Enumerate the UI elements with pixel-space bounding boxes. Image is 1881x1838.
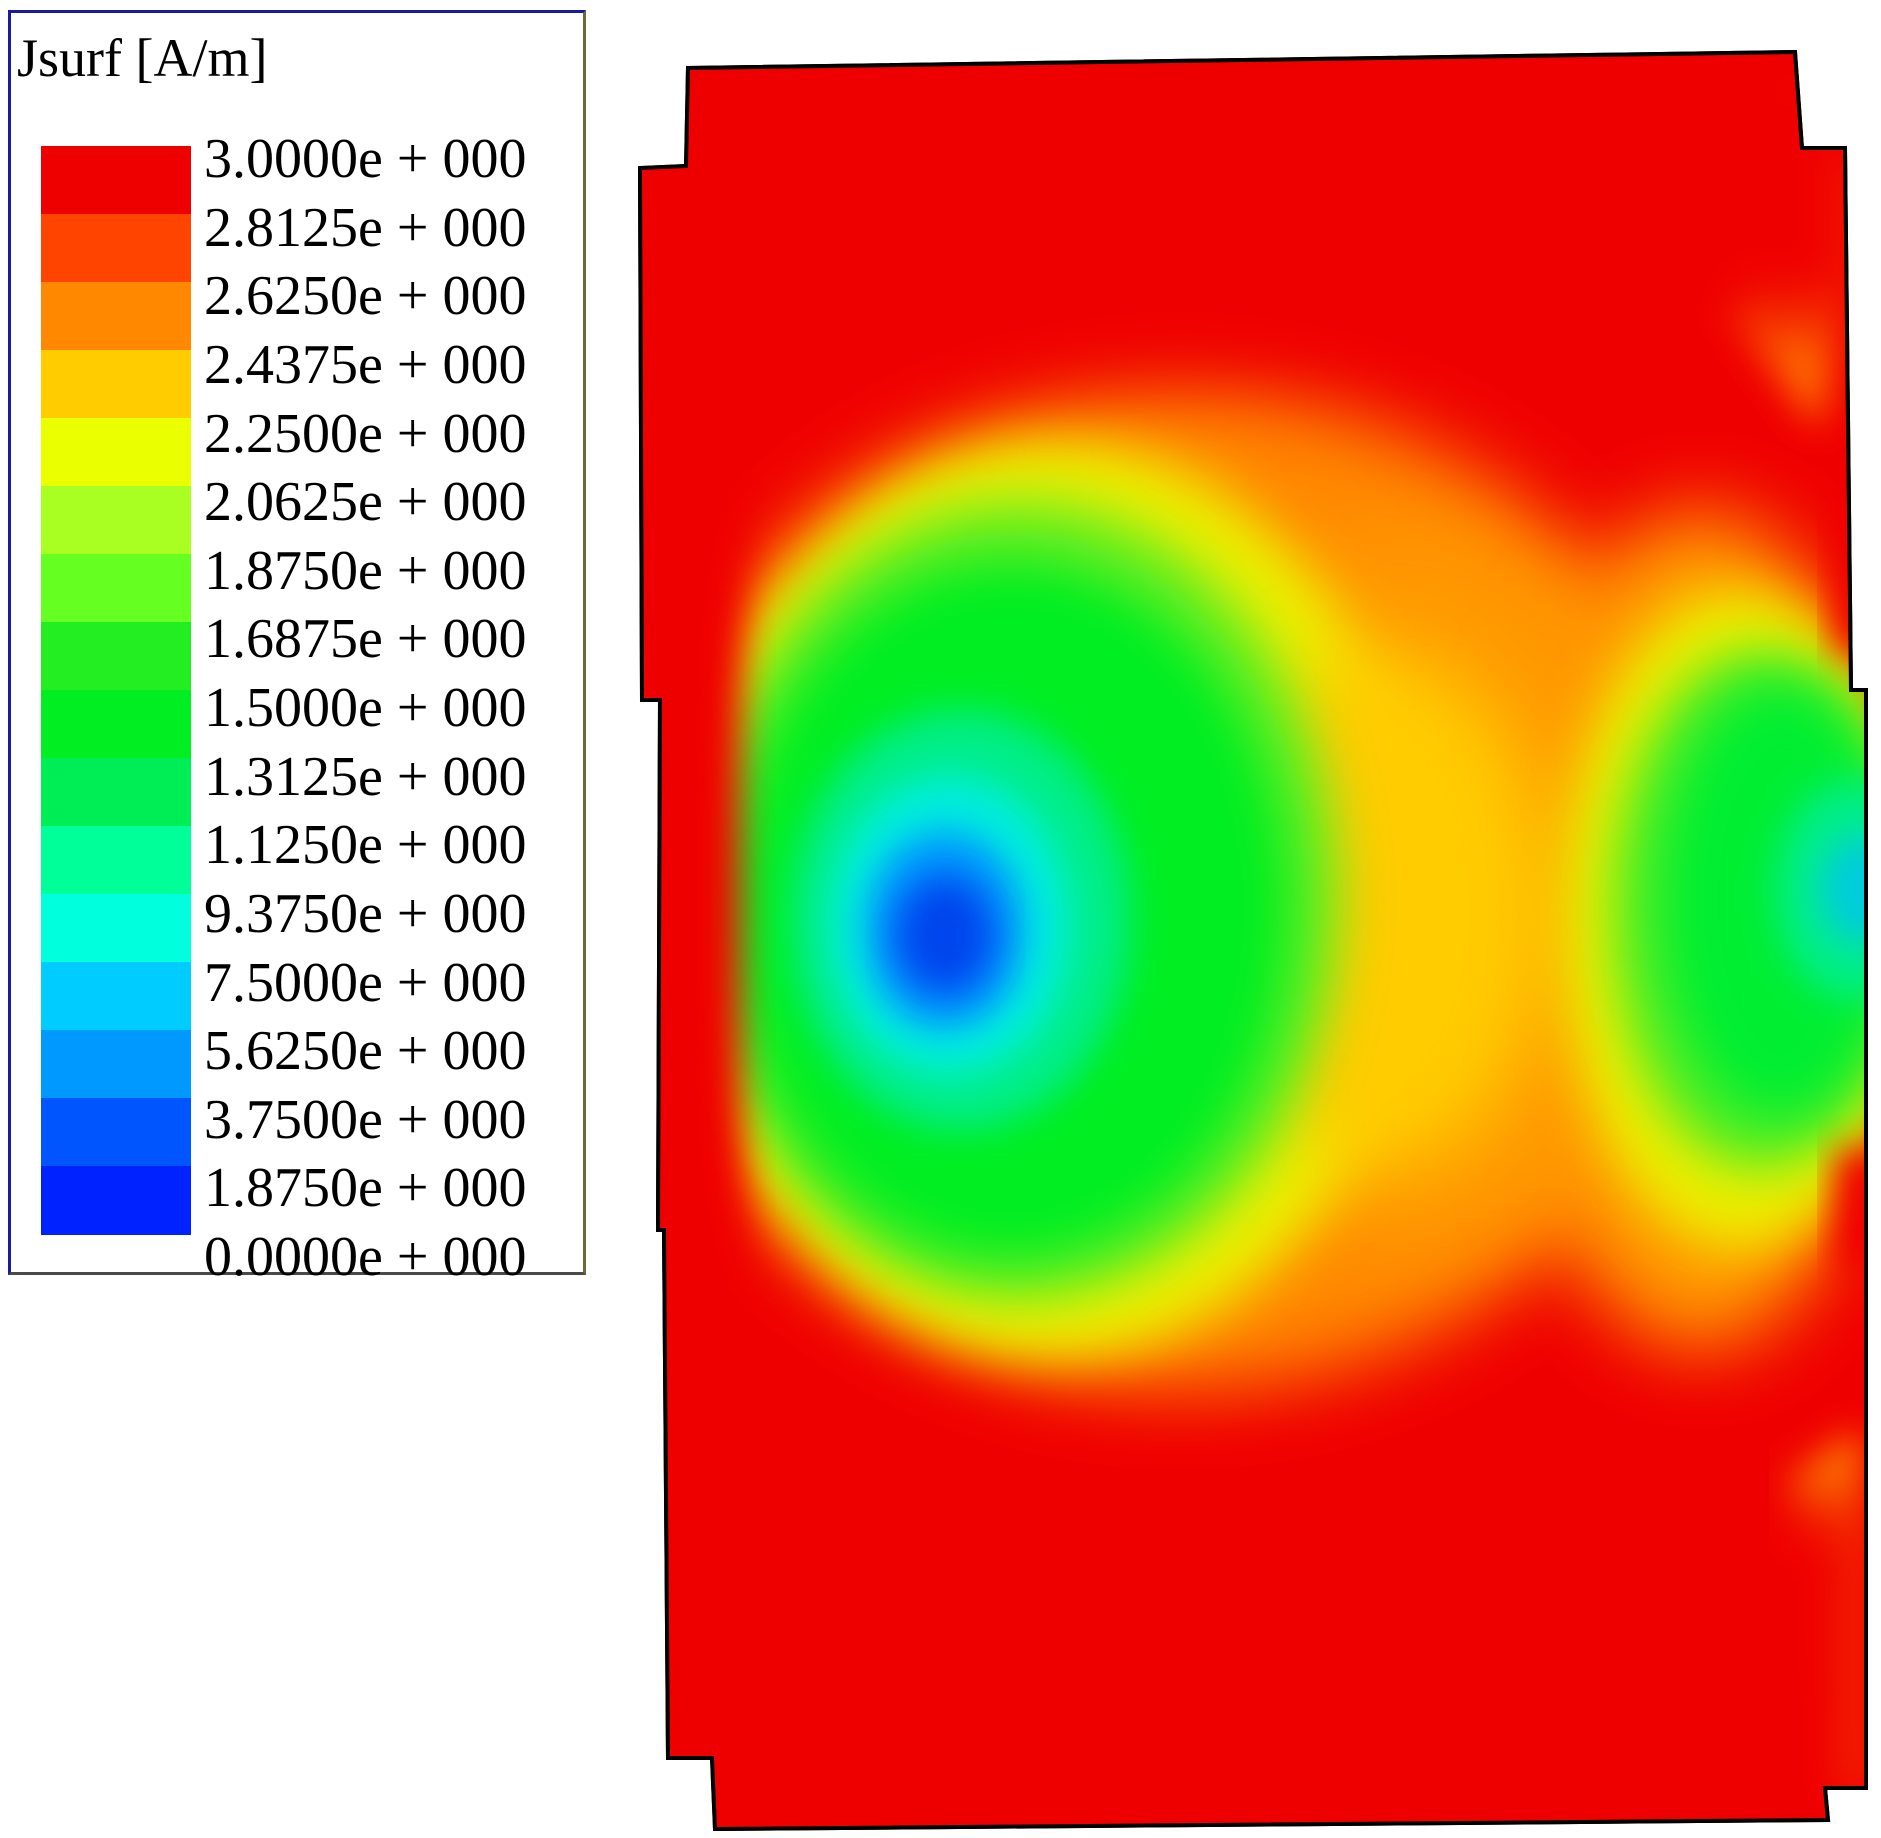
legend-color-bar: [41, 146, 191, 1235]
legend-swatch: [41, 146, 191, 215]
legend-level-label: 1.5000e + 000: [204, 677, 527, 739]
contour-red-right-upper: [1835, 490, 1866, 650]
legend-swatch: [41, 690, 191, 759]
field-plot-svg: [637, 49, 1868, 1832]
legend-swatch: [41, 962, 191, 1031]
legend-level-label: 7.5000e + 000: [204, 951, 527, 1014]
legend-swatch: [41, 214, 191, 283]
legend-level-label: 2.4375e + 000: [204, 333, 527, 396]
legend-level-label: 3.7500e + 000: [204, 1088, 527, 1151]
legend-swatch: [41, 418, 191, 487]
plate-border: [637, 49, 1868, 1832]
legend-swatch: [41, 486, 191, 555]
color-legend: Jsurf [A/m] 3.0000e + 000 2.8125e + 000 2.…: [8, 10, 586, 1285]
legend-level-label: 2.6250e + 000: [204, 265, 527, 328]
legend-swatch: [41, 1166, 191, 1235]
legend-level-label: 9.3750e + 000: [204, 882, 527, 945]
contour-red-top: [640, 52, 1866, 330]
legend-swatch: [41, 826, 191, 895]
legend-swatch: [41, 622, 191, 691]
legend-level-label: 2.0625e + 000: [204, 471, 527, 534]
legend-swatch: [41, 350, 191, 419]
legend-swatch: [41, 1098, 191, 1167]
legend-swatch: [41, 758, 191, 827]
legend-level-label: 3.0000e + 000: [204, 128, 527, 190]
contour-red-bottom: [640, 1490, 1866, 1829]
legend-swatch: [41, 282, 191, 351]
field-contours: [640, 52, 1866, 1829]
legend-swatch: [41, 554, 191, 623]
legend-level-label: 2.2500e + 000: [204, 402, 527, 465]
legend-level-label: 1.8750e + 000: [204, 539, 527, 602]
legend-swatch: [41, 894, 191, 963]
legend-level-label: 5.6250e + 000: [204, 1020, 527, 1083]
legend-level-label: 1.3125e + 000: [204, 745, 527, 808]
legend-level-label: 1.8750e + 000: [204, 1157, 527, 1220]
contour-blue-left: [895, 875, 995, 995]
legend-level-label: 0.0000e + 000: [204, 1226, 527, 1288]
legend-level-label: 1.6875e + 000: [204, 608, 527, 671]
legend-swatch: [41, 1030, 191, 1099]
legend-level-label: 1.1250e + 000: [204, 814, 527, 877]
contour-red-right-lower: [1835, 1150, 1866, 1270]
current-density-plot: [620, 30, 1881, 1838]
legend-level-label: 2.8125e + 000: [204, 196, 527, 259]
legend-title: Jsurf [A/m]: [17, 28, 268, 88]
